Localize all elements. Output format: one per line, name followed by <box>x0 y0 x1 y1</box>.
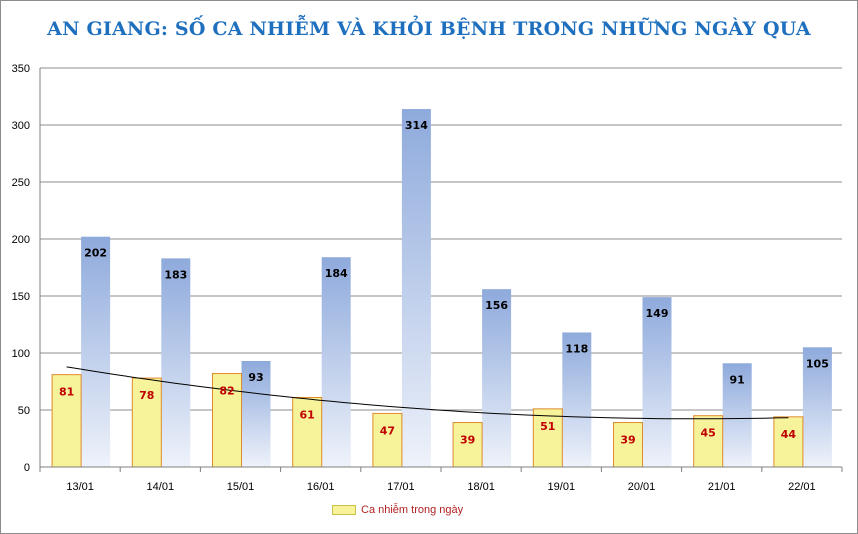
x-tick-label: 18/01 <box>467 481 495 493</box>
data-label-recovered: 184 <box>325 267 348 280</box>
data-label-infected: 44 <box>781 428 797 441</box>
y-tick-label: 100 <box>12 348 30 360</box>
y-tick-label: 300 <box>12 120 30 132</box>
data-label-recovered: 183 <box>164 268 187 281</box>
y-tick-label: 150 <box>12 291 30 303</box>
chart-title: AN GIANG: SỐ CA NHIỄM VÀ KHỎI BỆNH TRONG… <box>47 18 811 40</box>
data-label-recovered: 105 <box>806 357 829 370</box>
bar-recovered <box>161 258 191 467</box>
x-tick-label: 17/01 <box>387 481 415 493</box>
x-tick-label: 15/01 <box>227 481 255 493</box>
data-label-recovered: 118 <box>565 342 588 355</box>
bar-recovered <box>241 360 271 467</box>
data-label-recovered: 93 <box>248 371 263 384</box>
trendline <box>66 366 789 420</box>
data-label-infected: 81 <box>59 386 74 399</box>
x-tick-label: 16/01 <box>307 481 335 493</box>
x-tick-label: 20/01 <box>628 481 656 493</box>
bar-recovered <box>321 257 351 467</box>
data-label-recovered: 91 <box>730 373 745 386</box>
y-tick-label: 350 <box>12 63 30 75</box>
bar-infected <box>292 396 323 468</box>
x-tick-label: 13/01 <box>66 481 94 493</box>
x-tick-label: 14/01 <box>147 481 175 493</box>
bar-infected <box>532 408 563 468</box>
data-label-infected: 47 <box>380 424 395 437</box>
bar-infected <box>372 412 403 468</box>
bar-infected <box>51 374 82 468</box>
data-label-infected: 78 <box>139 389 154 402</box>
legend: Ca nhiễm trong ngày <box>332 504 463 516</box>
y-tick-label: 0 <box>24 462 30 474</box>
legend-swatch <box>332 505 356 515</box>
bar-recovered <box>642 297 672 467</box>
bar-infected <box>773 416 804 468</box>
data-label-infected: 45 <box>701 427 716 440</box>
x-tick-label: 19/01 <box>548 481 576 493</box>
data-label-recovered: 314 <box>405 119 428 132</box>
bar-recovered <box>802 347 832 467</box>
data-label-recovered: 149 <box>646 307 669 320</box>
data-label-infected: 39 <box>620 434 635 447</box>
x-tick-label: 21/01 <box>708 481 736 493</box>
data-label-recovered: 202 <box>84 247 107 260</box>
y-tick-label: 50 <box>18 405 30 417</box>
legend-label: Ca nhiễm trong ngày <box>361 504 464 516</box>
y-tick-label: 250 <box>12 177 30 189</box>
data-label-infected: 82 <box>219 385 234 398</box>
data-label-infected: 39 <box>460 434 475 447</box>
data-label-recovered: 156 <box>485 299 508 312</box>
bar-recovered <box>401 109 431 467</box>
bar-recovered <box>562 332 592 467</box>
x-tick-label: 22/01 <box>788 481 816 493</box>
bar-infected <box>693 415 724 468</box>
bar-recovered <box>722 363 752 467</box>
y-tick-label: 200 <box>12 234 30 246</box>
bar-infected <box>452 422 483 468</box>
bar-recovered <box>482 289 512 467</box>
bar-recovered <box>81 236 111 467</box>
data-label-infected: 51 <box>540 420 555 433</box>
data-label-infected: 61 <box>300 408 315 421</box>
